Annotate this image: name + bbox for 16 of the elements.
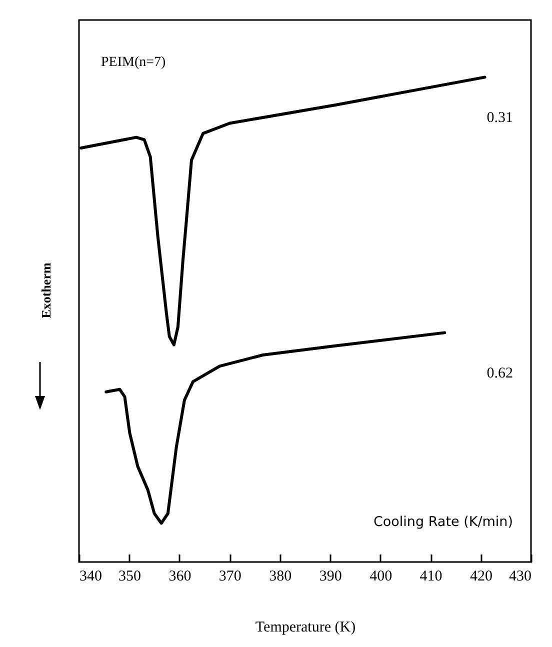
text: 0.31 — [486, 110, 513, 126]
text: 0.62 — [486, 366, 513, 382]
x-tick-label: 340 — [80, 568, 102, 584]
x-tick-label: 380 — [269, 568, 292, 584]
x-tick-label: 360 — [168, 568, 192, 584]
y-axis-title: Exotherm — [38, 262, 54, 318]
x-tick-label: 390 — [319, 568, 342, 584]
x-tick-label: 420 — [470, 568, 493, 584]
x-tick-label: 350 — [118, 568, 141, 584]
x-tick-label: 400 — [370, 568, 392, 584]
x-axis-title: Temperature (K) — [255, 620, 356, 636]
x-tick-label: 410 — [420, 568, 442, 584]
x-tick-label: 370 — [218, 568, 242, 584]
x-tick-label: 430 — [509, 568, 532, 584]
text: PEIM(n=7) — [101, 55, 166, 70]
legend-title: Cooling Rate (K/min) — [373, 514, 513, 530]
